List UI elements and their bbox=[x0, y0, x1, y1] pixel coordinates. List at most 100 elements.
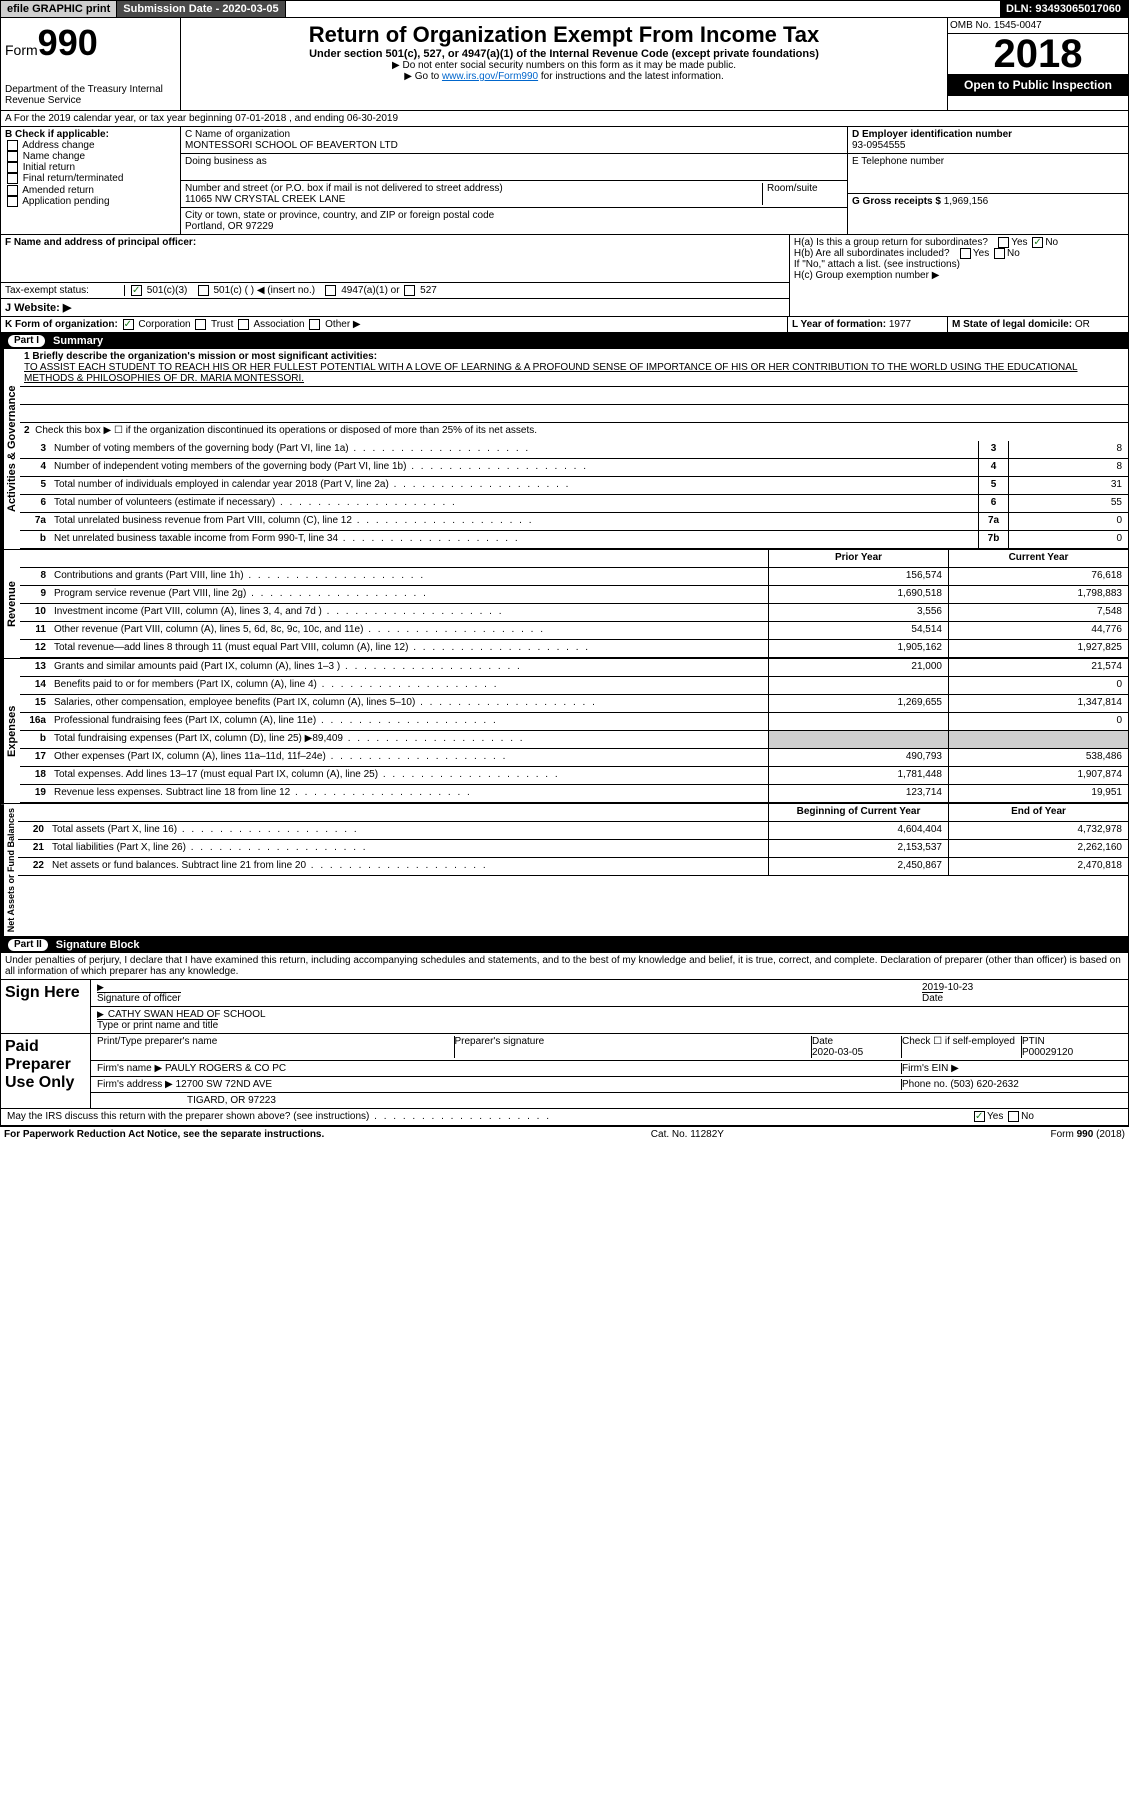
line-13: 13Grants and similar amounts paid (Part … bbox=[20, 659, 1128, 677]
dept: Department of the Treasury Internal Reve… bbox=[5, 84, 176, 106]
col-eoy: End of Year bbox=[948, 804, 1128, 821]
line-4: 4Number of independent voting members of… bbox=[20, 459, 1128, 477]
sig-date-label: Date bbox=[922, 992, 943, 1004]
line-b: bTotal fundraising expenses (Part IX, co… bbox=[20, 731, 1128, 749]
firm-name: PAULY ROGERS & CO PC bbox=[165, 1063, 286, 1074]
page-footer: For Paperwork Reduction Act Notice, see … bbox=[0, 1126, 1129, 1142]
instruction-2: ▶ Go to www.irs.gov/Form990 for instruct… bbox=[185, 71, 943, 82]
signature-block: Under penalties of perjury, I declare th… bbox=[0, 953, 1129, 1125]
dln: DLN: 93493065017060 bbox=[1000, 1, 1128, 17]
firm-city: TIGARD, OR 97223 bbox=[97, 1095, 1122, 1106]
firm-addr: 12700 SW 72ND AVE bbox=[176, 1079, 273, 1090]
col-boy: Beginning of Current Year bbox=[768, 804, 948, 821]
prep-name-label: Print/Type preparer's name bbox=[97, 1036, 455, 1058]
line-10: 10Investment income (Part VIII, column (… bbox=[20, 604, 1128, 622]
vlabel-ag: Activities & Governance bbox=[1, 349, 20, 549]
vlabel-na: Net Assets or Fund Balances bbox=[1, 804, 18, 936]
i-row: Tax-exempt status: 501(c)(3) 501(c) ( ) … bbox=[1, 283, 789, 299]
paid-preparer-label: Paid Preparer Use Only bbox=[1, 1034, 91, 1108]
footer-left: For Paperwork Reduction Act Notice, see … bbox=[4, 1129, 324, 1140]
line-15: 15Salaries, other compensation, employee… bbox=[20, 695, 1128, 713]
line-6: 6Total number of volunteers (estimate if… bbox=[20, 495, 1128, 513]
line-7a: 7aTotal unrelated business revenue from … bbox=[20, 513, 1128, 531]
sig-officer-label: Signature of officer bbox=[97, 992, 181, 1004]
form-title: Return of Organization Exempt From Incom… bbox=[185, 22, 943, 48]
open-public: Open to Public Inspection bbox=[948, 74, 1128, 96]
line-18: 18Total expenses. Add lines 13–17 (must … bbox=[20, 767, 1128, 785]
org-name: MONTESSORI SCHOOL OF BEAVERTON LTD bbox=[185, 140, 398, 151]
b-opt-name: Name change bbox=[23, 151, 85, 162]
part1-header: Part ISummary bbox=[0, 333, 1129, 349]
form-header: Form990 Department of the Treasury Inter… bbox=[0, 18, 1129, 111]
dba-label: Doing business as bbox=[185, 156, 267, 167]
revenue-section: Revenue Prior YearCurrent Year 8Contribu… bbox=[0, 550, 1129, 659]
line-5: 5Total number of individuals employed in… bbox=[20, 477, 1128, 495]
line-b: bNet unrelated business taxable income f… bbox=[20, 531, 1128, 549]
part2-header: Part IISignature Block bbox=[0, 937, 1129, 953]
prep-date-label: Date bbox=[812, 1036, 833, 1047]
fh-row: F Name and address of principal officer:… bbox=[0, 235, 1129, 317]
hb-note: If "No," attach a list. (see instruction… bbox=[794, 259, 1124, 270]
hb-row: H(b) Are all subordinates included? Yes … bbox=[794, 248, 1124, 259]
b-opt-address: Address change bbox=[22, 140, 94, 151]
b-opt-pending: Application pending bbox=[22, 196, 109, 207]
line-3: 3Number of voting members of the governi… bbox=[20, 441, 1128, 459]
line-9: 9Program service revenue (Part VIII, lin… bbox=[20, 586, 1128, 604]
ptin-label: PTIN bbox=[1022, 1036, 1045, 1047]
phone-label: Phone no. bbox=[902, 1079, 948, 1090]
irs-link[interactable]: www.irs.gov/Form990 bbox=[442, 71, 538, 82]
gross-receipts: 1,969,156 bbox=[944, 196, 989, 207]
line-14: 14Benefits paid to or for members (Part … bbox=[20, 677, 1128, 695]
footer-right: Form 990 (2018) bbox=[1051, 1129, 1125, 1140]
b-header: B Check if applicable: bbox=[5, 129, 109, 140]
k-corp: Corporation bbox=[138, 319, 190, 330]
i-501c3: 501(c)(3) bbox=[147, 285, 188, 296]
firm-ein-label: Firm's EIN ▶ bbox=[902, 1063, 1122, 1074]
m-val: OR bbox=[1075, 319, 1090, 330]
bcd-row: B Check if applicable: Address change Na… bbox=[0, 127, 1129, 235]
l-label: L Year of formation: bbox=[792, 319, 886, 330]
line-8: 8Contributions and grants (Part VIII, li… bbox=[20, 568, 1128, 586]
discuss-question: May the IRS discuss this return with the… bbox=[7, 1111, 972, 1122]
line-22: 22Net assets or fund balances. Subtract … bbox=[18, 858, 1128, 876]
form-subtitle: Under section 501(c), 527, or 4947(a)(1)… bbox=[185, 48, 943, 60]
topbar: efile GRAPHIC print Submission Date - 20… bbox=[0, 0, 1129, 18]
b-opt-amended: Amended return bbox=[22, 185, 94, 196]
firm-addr-label: Firm's address ▶ bbox=[97, 1079, 173, 1090]
ha-row: H(a) Is this a group return for subordin… bbox=[794, 237, 1124, 248]
col-current-year: Current Year bbox=[948, 550, 1128, 567]
f-label: F Name and address of principal officer: bbox=[5, 237, 196, 248]
org-address: 11065 NW CRYSTAL CREEK LANE bbox=[185, 194, 345, 205]
footer-mid: Cat. No. 11282Y bbox=[651, 1129, 724, 1140]
deg-column: D Employer identification number93-09545… bbox=[848, 127, 1128, 234]
officer-name-label: Type or print name and title bbox=[97, 1019, 218, 1031]
a-line: A For the 2019 calendar year, or tax yea… bbox=[0, 111, 1129, 127]
b-opt-initial: Initial return bbox=[23, 162, 75, 173]
line-20: 20Total assets (Part X, line 16)4,604,40… bbox=[18, 822, 1128, 840]
tax-year: 2018 bbox=[948, 34, 1128, 74]
org-city: Portland, OR 97229 bbox=[185, 221, 273, 232]
phone-value: (503) 620-2632 bbox=[950, 1079, 1018, 1090]
c-column: C Name of organizationMONTESSORI SCHOOL … bbox=[181, 127, 848, 234]
i-527: 527 bbox=[420, 285, 437, 296]
j-label: J Website: ▶ bbox=[5, 302, 71, 314]
efile-button[interactable]: efile GRAPHIC print bbox=[1, 1, 117, 17]
netassets-section: Net Assets or Fund Balances Beginning of… bbox=[0, 804, 1129, 937]
self-emp: Check ☐ if self-employed bbox=[902, 1036, 1022, 1058]
line-17: 17Other expenses (Part IX, column (A), l… bbox=[20, 749, 1128, 767]
line-11: 11Other revenue (Part VIII, column (A), … bbox=[20, 622, 1128, 640]
b-opt-final: Final return/terminated bbox=[23, 174, 124, 185]
k-assoc: Association bbox=[253, 319, 304, 330]
firm-name-label: Firm's name ▶ bbox=[97, 1063, 162, 1074]
prep-sig-label: Preparer's signature bbox=[455, 1036, 813, 1058]
k-trust: Trust bbox=[211, 319, 233, 330]
d-label: D Employer identification number bbox=[852, 129, 1012, 140]
line-16a: 16aProfessional fundraising fees (Part I… bbox=[20, 713, 1128, 731]
line-12: 12Total revenue—add lines 8 through 11 (… bbox=[20, 640, 1128, 658]
l-val: 1977 bbox=[889, 319, 911, 330]
m-label: M State of legal domicile: bbox=[952, 319, 1072, 330]
city-label: City or town, state or province, country… bbox=[185, 210, 494, 221]
prep-date: 2020-03-05 bbox=[812, 1047, 863, 1058]
penalty-text: Under penalties of perjury, I declare th… bbox=[1, 953, 1128, 980]
submission-date: Submission Date - 2020-03-05 bbox=[117, 1, 285, 17]
